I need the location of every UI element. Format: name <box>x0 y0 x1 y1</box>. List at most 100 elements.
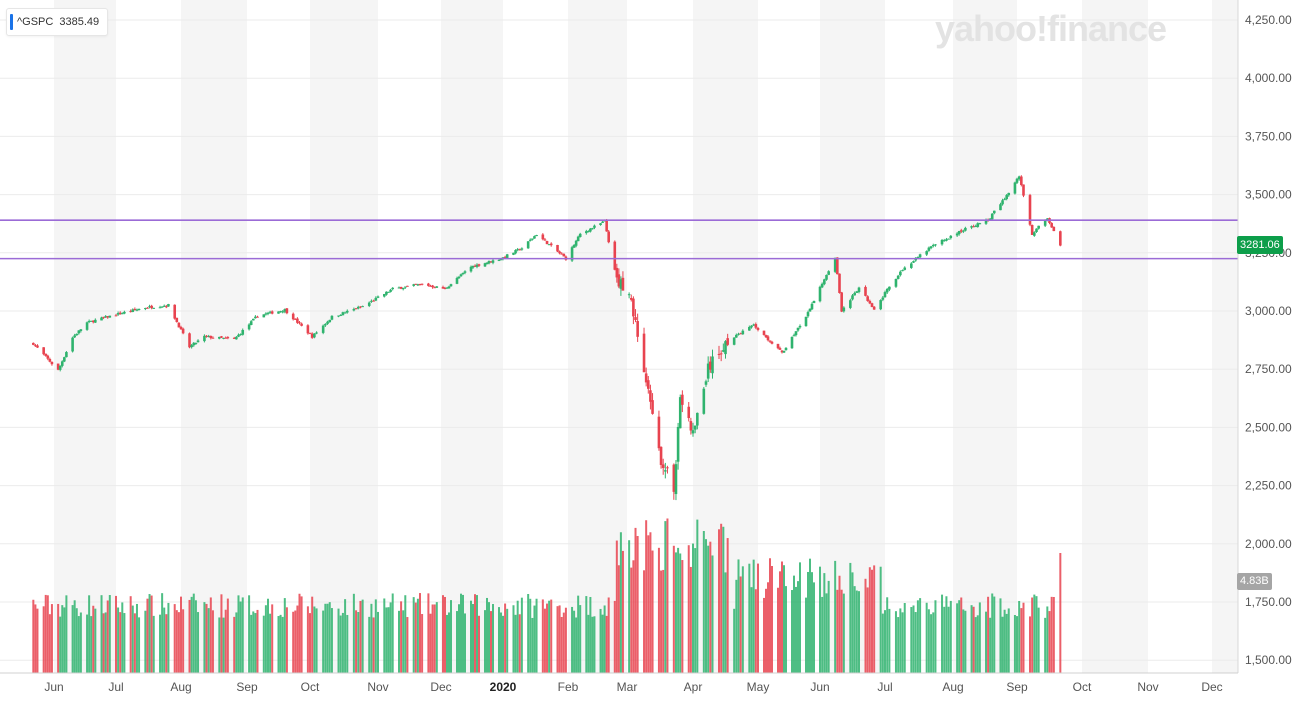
candle-body <box>48 358 52 362</box>
candle-body <box>885 288 889 293</box>
candle <box>820 282 824 289</box>
candle <box>116 311 120 316</box>
candle-body <box>776 343 780 349</box>
candle <box>818 285 822 303</box>
candle <box>615 263 619 283</box>
candle <box>676 422 680 470</box>
candle <box>518 248 522 251</box>
volume-bar <box>871 569 873 673</box>
candle-body <box>372 300 375 302</box>
candle <box>152 307 156 309</box>
volume-bar <box>799 562 801 673</box>
y-tick-label: 2,250.00 <box>1245 479 1292 493</box>
volume-bar <box>657 547 660 673</box>
candle <box>702 386 706 415</box>
volume-bar <box>840 589 843 673</box>
y-tick-label: 4,250.00 <box>1245 13 1292 27</box>
candle-body <box>241 329 245 335</box>
volume-bar <box>188 599 191 673</box>
volume-bar <box>919 598 922 673</box>
volume-bar <box>1016 616 1018 673</box>
candle-body <box>964 227 967 231</box>
volume-bar <box>692 543 694 673</box>
candle-body <box>617 274 621 287</box>
volume-bar <box>470 600 472 673</box>
candle-body <box>87 320 91 322</box>
volume-bar <box>558 605 561 673</box>
candle <box>520 247 524 251</box>
candle <box>179 325 183 330</box>
candle <box>129 309 132 313</box>
candle-body <box>58 365 62 370</box>
candle-body <box>1043 220 1047 226</box>
volume-bar <box>94 608 97 673</box>
volume-bar <box>575 617 578 673</box>
candle <box>780 350 784 354</box>
volume-bar <box>512 605 515 673</box>
candle-body <box>463 271 467 273</box>
candle <box>870 302 874 308</box>
candle-body <box>666 467 669 469</box>
candle <box>661 458 665 475</box>
volume-bar <box>1020 608 1023 673</box>
candle <box>812 300 816 304</box>
volume-bar <box>649 532 652 673</box>
candle <box>224 336 228 339</box>
ticker-legend[interactable]: ^GSPC 3385.49 <box>6 8 109 36</box>
candle <box>657 410 661 451</box>
candle-body <box>414 283 418 285</box>
candle <box>806 310 810 318</box>
volume-bar <box>121 602 124 673</box>
candle-body <box>558 251 561 254</box>
volume-bar <box>785 586 787 673</box>
candle <box>114 313 118 317</box>
candle <box>220 335 223 339</box>
candle <box>487 260 491 265</box>
volume-bar <box>119 612 122 673</box>
volume-bar <box>296 605 299 673</box>
candle <box>429 284 432 287</box>
candle <box>412 283 415 287</box>
volume-bar <box>1033 594 1036 673</box>
candle <box>58 365 62 372</box>
candle-body <box>947 238 950 240</box>
candle-body <box>702 388 706 414</box>
candle <box>359 306 362 309</box>
volume-bar <box>793 575 795 673</box>
volume-bar <box>985 611 988 673</box>
candle <box>885 287 889 294</box>
volume-bar <box>636 535 639 673</box>
volume-bar <box>504 603 507 673</box>
candle <box>150 304 153 310</box>
volume-bar <box>36 608 39 673</box>
volume-bar <box>146 598 149 673</box>
candle <box>543 237 547 241</box>
candle <box>73 333 76 338</box>
candle <box>659 446 663 469</box>
candle-body <box>770 341 774 344</box>
candle <box>642 327 646 373</box>
volume-bar <box>271 604 274 673</box>
volume-bar <box>925 602 928 673</box>
candle-body <box>709 361 712 370</box>
candle-body <box>762 330 766 335</box>
candle <box>104 315 107 318</box>
candle <box>249 320 253 326</box>
candle <box>646 376 650 394</box>
candle-body <box>798 325 802 328</box>
volume-bar <box>218 617 221 673</box>
volume-bar <box>619 532 622 673</box>
volume-bar <box>960 597 963 673</box>
candle-body <box>339 314 343 316</box>
volume-bar <box>529 598 532 673</box>
x-tick-label: Mar <box>617 680 638 694</box>
candle-body <box>651 400 654 414</box>
candle <box>556 244 559 253</box>
candle <box>849 298 852 310</box>
candle <box>864 285 867 297</box>
volume-bar <box>825 593 828 673</box>
candle-body <box>676 426 680 462</box>
volume-bar <box>651 550 654 673</box>
candle <box>173 304 177 320</box>
